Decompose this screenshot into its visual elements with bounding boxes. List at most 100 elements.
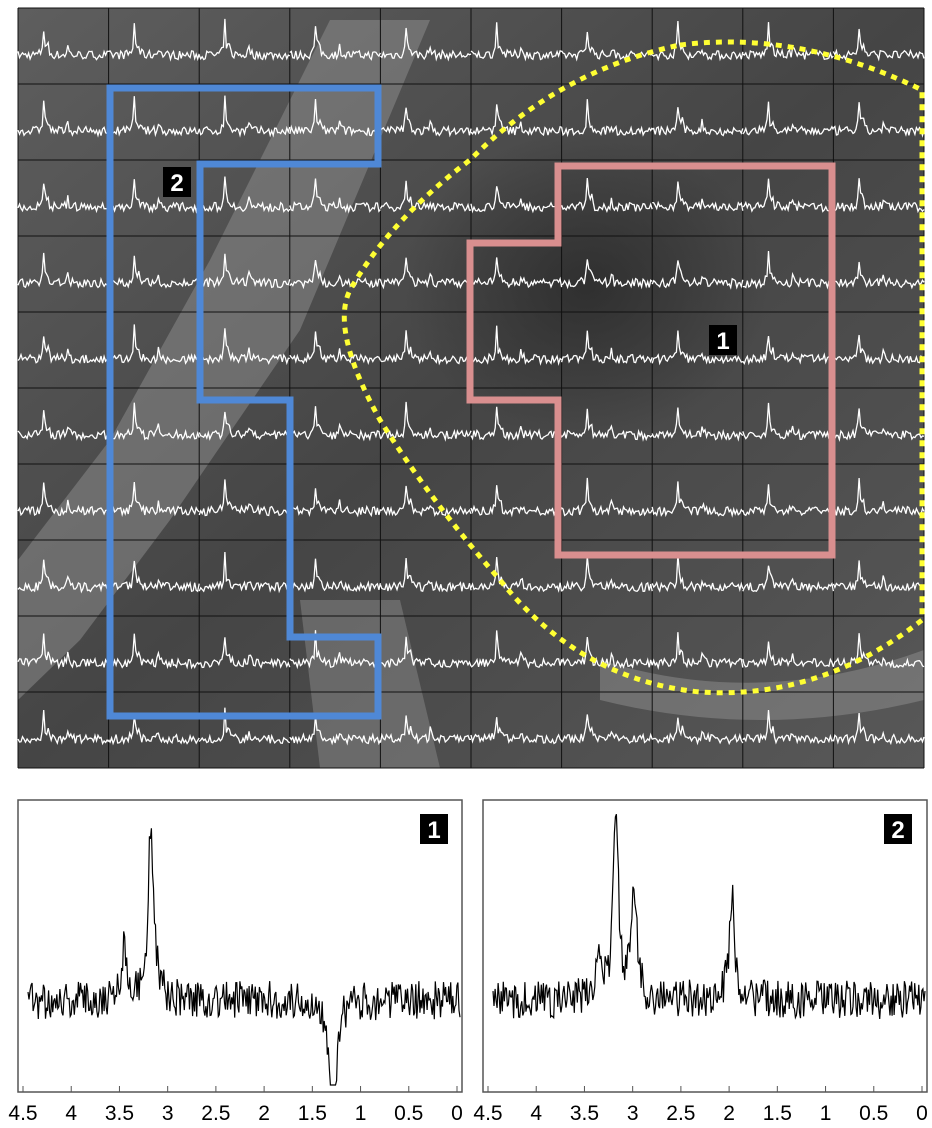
voxel-spectrum-trace bbox=[17, 559, 109, 594]
voxel-spectrum-trace bbox=[832, 178, 925, 214]
voxel-spectrum-trace bbox=[289, 558, 382, 593]
x-tick-label: 2 bbox=[258, 1102, 270, 1125]
voxel-spectrum-trace bbox=[379, 715, 471, 745]
voxel-spectrum-trace bbox=[470, 22, 562, 62]
voxel-spectrum-trace bbox=[380, 485, 472, 517]
voxel-spectrum-trace bbox=[379, 107, 472, 138]
voxel-spectrum-trace bbox=[651, 260, 744, 290]
x-tick-label: 1 bbox=[820, 1102, 832, 1125]
x-tick-label: 3 bbox=[162, 1102, 174, 1125]
roi-2-badge: 2 bbox=[163, 167, 191, 197]
voxel-spectrum-trace bbox=[107, 482, 200, 517]
voxel-spectrum-trace bbox=[742, 336, 834, 366]
x-tick-label: 3 bbox=[627, 1102, 639, 1125]
voxel-spectrum-trace bbox=[561, 408, 653, 442]
voxel-spectrum-trace bbox=[832, 28, 925, 62]
voxel-spectrum-trace bbox=[198, 411, 291, 441]
voxel-spectrum-trace bbox=[833, 478, 925, 517]
roi-brain-outline bbox=[341, 39, 925, 696]
voxel-spectrum-trace bbox=[17, 100, 110, 138]
voxel-spectrum-trace bbox=[198, 479, 291, 517]
x-tick-label: 1.5 bbox=[298, 1102, 327, 1125]
voxel-spectrum-trace bbox=[470, 257, 563, 289]
voxel-spectrum-trace bbox=[379, 257, 472, 290]
voxel-spectrum-trace bbox=[470, 556, 563, 593]
spectrum-1-line bbox=[27, 828, 461, 1086]
voxel-spectrum-trace bbox=[832, 261, 925, 290]
voxel-spectrum-trace bbox=[107, 96, 200, 138]
spectrum-1-badge-label: 1 bbox=[427, 817, 440, 844]
voxel-spectrum-trace bbox=[742, 709, 834, 745]
voxel-spectrum-trace bbox=[17, 252, 110, 289]
voxel-spectrum-trace bbox=[470, 186, 562, 214]
x-tick-label: 2 bbox=[723, 1102, 735, 1125]
mri-dark-region bbox=[300, 110, 820, 550]
mri-bright-edge bbox=[600, 650, 924, 720]
voxel-spectrum-trace bbox=[651, 330, 744, 366]
voxel-spectrum-trace bbox=[742, 484, 834, 517]
voxel-spectrum-trace bbox=[17, 633, 109, 670]
voxel-spectrum-trace bbox=[470, 717, 563, 745]
spectrum-1-x-axis: 4.5 4 3.5 3 2.5 2 1.5 1 0.5 0 bbox=[8, 1086, 463, 1125]
roi-2-outline bbox=[106, 84, 382, 720]
x-tick-label: 3.5 bbox=[570, 1102, 599, 1125]
spectrum-panel-1: 1 4.5 4 3.5 3 2.5 2 1.5 1 0.5 0 bbox=[8, 799, 463, 1125]
spectrum-1-frame bbox=[17, 799, 463, 1093]
voxel-spectrum-trace bbox=[561, 637, 653, 669]
x-tick-label: 1.5 bbox=[763, 1102, 792, 1125]
voxel-spectrum-trace bbox=[17, 183, 110, 214]
voxel-spectrum-trace bbox=[561, 714, 653, 745]
voxel-spectrum-trace bbox=[742, 178, 834, 213]
voxel-spectrum-trace bbox=[651, 107, 744, 137]
spectrum-1-badge bbox=[420, 814, 448, 844]
voxel-spectrum-trace bbox=[560, 99, 653, 138]
voxel-spectrum-trace bbox=[652, 181, 744, 213]
voxel-spectrum-trace bbox=[470, 325, 562, 366]
spectrum-2-line bbox=[492, 813, 926, 1020]
voxel-spectrum-trace bbox=[107, 179, 200, 214]
voxel-spectrum-trace bbox=[742, 641, 835, 668]
voxel-spectrum-trace bbox=[742, 250, 834, 290]
voxel-spectrum-trace bbox=[108, 560, 200, 593]
voxel-spectrum-trace bbox=[742, 402, 835, 441]
voxel-spectrum-trace bbox=[17, 336, 110, 364]
voxel-spectrum-trace bbox=[561, 259, 653, 290]
voxel-spectrum-trace bbox=[470, 406, 563, 441]
voxel-spectrum-trace bbox=[289, 715, 381, 746]
voxel-spectrum-trace bbox=[742, 22, 834, 61]
voxel-spectrum-trace bbox=[651, 717, 744, 746]
voxel-spectrum-trace bbox=[107, 255, 200, 289]
voxel-spectrum-trace bbox=[379, 27, 472, 62]
voxel-spectrum-trace bbox=[198, 253, 291, 289]
voxel-spectrum-trace bbox=[289, 259, 381, 290]
voxel-spectrum-trace bbox=[289, 26, 381, 61]
spectrum-2-badge bbox=[884, 814, 912, 844]
voxel-spectrum-trace bbox=[380, 330, 472, 366]
voxel-spectrum-trace bbox=[832, 560, 925, 593]
spectrum-panel-2: 2 4.5 4 3.5 3 2.5 2 1.5 1 0.5 0 bbox=[473, 799, 928, 1125]
roi-1-outline bbox=[466, 162, 836, 559]
voxel-spectrum-trace bbox=[379, 557, 472, 593]
voxel-spectrum-trace bbox=[561, 556, 653, 593]
voxel-spectrum-trace bbox=[198, 551, 290, 594]
voxel-spectrum-trace bbox=[742, 565, 835, 594]
voxel-spectrum-trace bbox=[651, 632, 744, 670]
x-tick-label: 4 bbox=[65, 1102, 77, 1125]
voxel-spectrum-trace bbox=[198, 176, 291, 214]
voxel-spectrum-trace bbox=[561, 477, 653, 517]
voxel-spectrum-trace bbox=[107, 633, 200, 670]
spectrum-2-x-axis: 4.5 4 3.5 3 2.5 2 1.5 1 0.5 0 bbox=[473, 1086, 928, 1125]
x-tick-label: 0.5 bbox=[394, 1102, 423, 1125]
x-tick-label: 1 bbox=[355, 1102, 367, 1125]
voxel-spectrum-trace bbox=[17, 710, 110, 746]
x-tick-label: 4.5 bbox=[473, 1102, 502, 1125]
voxel-spectrum-trace bbox=[198, 328, 290, 366]
x-tick-label: 0 bbox=[451, 1102, 463, 1125]
voxel-spectrum-trace bbox=[742, 101, 834, 137]
x-tick-label: 0 bbox=[916, 1102, 928, 1125]
voxel-spectrum-trace bbox=[108, 324, 200, 365]
mri-panel: 2 1 bbox=[17, 7, 925, 769]
voxel-spectrum-trace bbox=[470, 104, 562, 137]
voxel-spectrum-trace bbox=[198, 707, 291, 745]
